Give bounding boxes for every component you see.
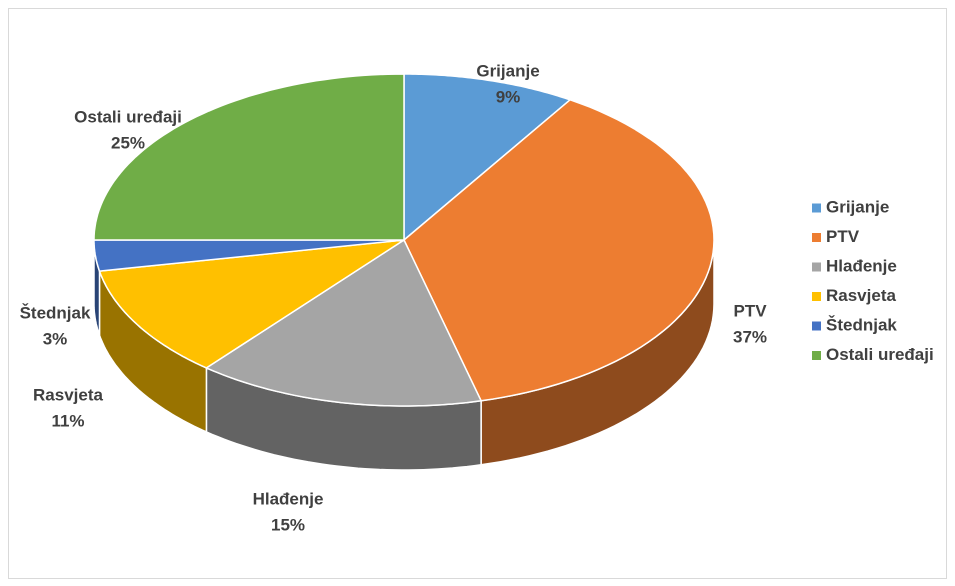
data-label-name: PTV xyxy=(733,301,767,320)
data-label-name: Štednjak xyxy=(20,303,91,322)
pie xyxy=(93,73,715,471)
legend-swatch xyxy=(812,262,821,272)
legend-label: Rasvjeta xyxy=(826,286,896,305)
legend-swatch xyxy=(812,292,821,301)
legend-swatch xyxy=(812,203,821,213)
slice xyxy=(403,98,715,402)
data-label-value: 3% xyxy=(43,329,68,348)
data-label-name: Grijanje xyxy=(476,61,539,80)
data-label-value: 11% xyxy=(51,411,84,430)
legend-label: PTV xyxy=(826,227,860,246)
slice xyxy=(403,73,572,242)
data-label-value: 37% xyxy=(733,327,767,346)
legend: Grijanje PTV Hlađenje Rasvjeta Štednjak Ostal… xyxy=(812,197,934,364)
data-label-name: Hlađenje xyxy=(253,489,324,508)
legend-label: Hlađenje xyxy=(826,256,897,275)
slice xyxy=(93,73,405,241)
data-label-value: 15% xyxy=(271,515,305,534)
legend-swatch xyxy=(812,321,821,331)
data-labels: Grijanje 9% PTV 37% Hlađenje 15% Rasvjeta 11% Št… xyxy=(20,61,768,534)
data-label-name: Ostali uređaji xyxy=(74,107,182,126)
legend-label: Ostali uređaji xyxy=(826,345,934,364)
data-label-name: Rasvjeta xyxy=(33,385,103,404)
legend-swatch xyxy=(812,351,821,360)
data-label-value: 9% xyxy=(496,87,521,106)
data-label-value: 25% xyxy=(111,133,145,152)
slice xyxy=(98,239,405,369)
legend-label: Štednjak xyxy=(826,315,897,334)
slice xyxy=(93,239,405,272)
legend-swatch xyxy=(812,233,821,242)
legend-label: Grijanje xyxy=(826,197,889,216)
slice xyxy=(204,238,483,407)
